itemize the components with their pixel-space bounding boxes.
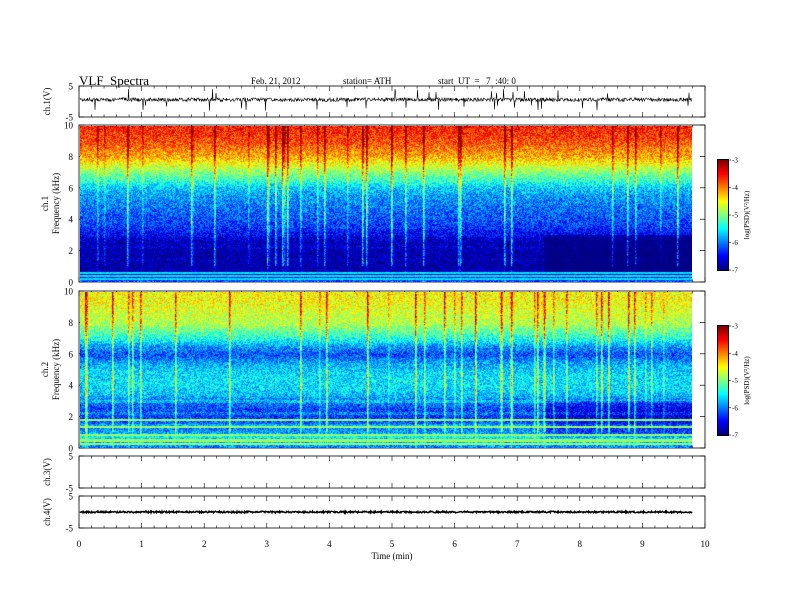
- x-tick-label: 9: [640, 539, 645, 549]
- ch4-waveform-trace: [79, 509, 693, 516]
- y-tick-label: 6: [69, 183, 74, 193]
- x-tick-label: 8: [578, 539, 583, 549]
- y-tick-label: 10: [64, 287, 74, 297]
- colorbar-tick-label: -4: [732, 350, 738, 358]
- colorbar-tick-label: -7: [732, 267, 738, 275]
- date-label: Feb. 21, 2012: [251, 76, 301, 86]
- y-tick-label: 4: [69, 381, 74, 391]
- colorbar-tick-label: -3: [732, 157, 738, 165]
- x-axis-label: Time (min): [372, 551, 413, 561]
- y-tick-label: 10: [64, 121, 74, 131]
- x-tick-label: 3: [265, 539, 270, 549]
- colorbar-tick-label: -7: [732, 432, 738, 440]
- y-axis-label: ch.3(V): [42, 458, 52, 486]
- x-tick-label: 6: [452, 539, 457, 549]
- y-tick-label: 5: [69, 82, 74, 92]
- colorbar-tick-label: -4: [732, 184, 738, 192]
- x-tick-label: 2: [202, 539, 207, 549]
- start-time-label: start UT = 7 :40: 0: [438, 76, 516, 86]
- x-tick-label: 5: [390, 539, 395, 549]
- y-tick-label: 8: [69, 318, 74, 328]
- y-tick-label: 6: [69, 349, 74, 359]
- y-tick-label: 2: [69, 246, 74, 256]
- channel-label: ch.2: [40, 362, 50, 377]
- y-tick-label: -5: [66, 113, 74, 123]
- colorbar-tick-label: -6: [732, 239, 738, 247]
- y-axis-label: ch.4(V): [42, 498, 52, 526]
- y-tick-label: -5: [66, 524, 74, 534]
- colorbar-tick-label: -3: [732, 323, 738, 331]
- x-tick-label: 0: [77, 539, 82, 549]
- y-axis-label: Frequency (kHz): [51, 339, 61, 400]
- y-tick-label: 5: [69, 452, 74, 462]
- y-tick-label: 2: [69, 412, 74, 422]
- colorbar-label: log(PSD)(V²/Hz): [743, 356, 751, 405]
- figure-title: VLF Spectra: [79, 73, 150, 88]
- colorbar-tick-label: -5: [732, 212, 738, 220]
- channel-label: ch.1: [40, 196, 50, 211]
- x-tick-label: 10: [701, 539, 711, 549]
- ch2-spectrogram-image: [80, 292, 692, 448]
- y-tick-label: 5: [69, 492, 74, 502]
- ch2-colorbar: [717, 325, 729, 436]
- colorbar-tick-label: -6: [732, 404, 738, 412]
- station-label: station= ATH: [343, 76, 392, 86]
- ch1-colorbar: [717, 159, 729, 271]
- y-tick-label: 0: [69, 278, 74, 288]
- colorbar-label: log(PSD)(V²/Hz): [743, 190, 751, 239]
- ch1-spectrogram-image: [80, 126, 692, 282]
- x-tick-label: 4: [327, 539, 332, 549]
- y-axis-label: Frequency (kHz): [51, 173, 61, 234]
- y-axis-label: ch.1(V): [42, 88, 52, 116]
- y-tick-label: 8: [69, 152, 74, 162]
- x-tick-label: 7: [515, 539, 520, 549]
- colorbar-tick-label: -5: [732, 377, 738, 385]
- y-tick-label: -5: [66, 484, 74, 494]
- x-tick-label: 1: [139, 539, 144, 549]
- y-tick-label: 0: [69, 444, 74, 454]
- y-tick-label: 4: [69, 215, 74, 225]
- ch1-waveform-trace: [79, 88, 693, 111]
